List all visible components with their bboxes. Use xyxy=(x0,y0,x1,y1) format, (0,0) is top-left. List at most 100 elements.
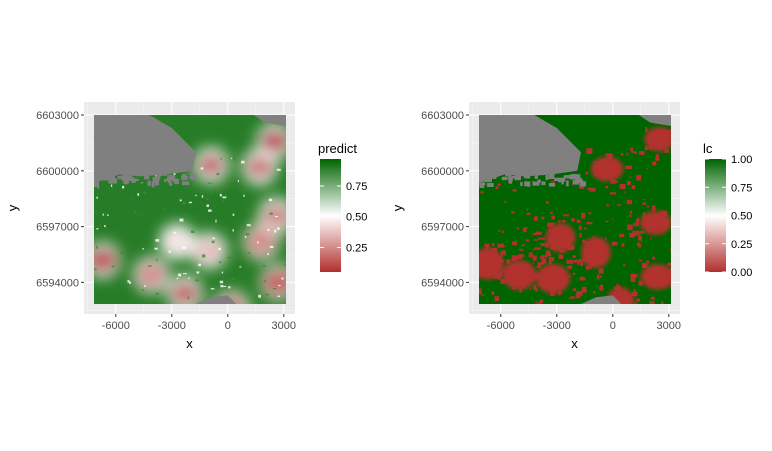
na-fragment xyxy=(106,175,114,181)
texture xyxy=(242,225,246,227)
patch xyxy=(636,174,642,181)
texture xyxy=(246,207,249,211)
texture xyxy=(214,226,219,229)
patch xyxy=(541,216,545,220)
patch xyxy=(646,205,650,208)
patch xyxy=(630,273,638,278)
prediction-raster xyxy=(94,115,286,304)
texture xyxy=(179,196,181,200)
na-fragment xyxy=(117,175,123,180)
patch xyxy=(537,302,542,304)
texture xyxy=(127,280,130,283)
patch xyxy=(684,217,688,219)
na-fragment xyxy=(514,175,522,181)
patch xyxy=(499,259,504,263)
legend-tick-label: 0.25 xyxy=(346,242,367,254)
patch xyxy=(497,183,501,186)
patch xyxy=(576,291,583,296)
patch xyxy=(642,202,647,206)
patch xyxy=(528,280,532,282)
texture xyxy=(246,224,251,227)
legend-tick-label: 1.00 xyxy=(731,154,752,166)
patch xyxy=(524,268,532,274)
patch xyxy=(579,277,586,281)
patch xyxy=(593,161,598,163)
texture xyxy=(232,277,235,280)
texture xyxy=(215,219,217,223)
patch-layer xyxy=(464,118,689,330)
patch xyxy=(577,262,580,265)
x-axis-ticks: -6000 -3000 0 3000 xyxy=(487,314,681,332)
na-fragment xyxy=(153,177,160,184)
patch xyxy=(664,149,670,153)
patch xyxy=(664,296,666,298)
na-fragment xyxy=(108,179,112,184)
na-fragment xyxy=(151,181,155,188)
na-fragment xyxy=(168,174,176,181)
legend-tick-label: 0.75 xyxy=(346,181,367,193)
na-fragment xyxy=(508,179,513,184)
texture xyxy=(179,218,184,222)
patch xyxy=(549,211,553,214)
patch xyxy=(534,247,541,250)
na-fragment xyxy=(508,176,513,182)
patch xyxy=(649,328,654,330)
na-fragment xyxy=(154,181,160,186)
patch xyxy=(479,273,481,277)
patch xyxy=(649,300,655,304)
patch xyxy=(504,200,507,204)
patch xyxy=(531,180,534,183)
x-axis-ticks: -6000 -3000 0 3000 xyxy=(102,314,296,332)
patch xyxy=(517,256,519,259)
patch xyxy=(627,319,629,322)
texture xyxy=(142,248,144,250)
hotspot-layer xyxy=(94,123,286,304)
patch xyxy=(605,220,609,223)
patch xyxy=(521,210,523,212)
patch xyxy=(660,135,667,138)
legend-tick-label: 0.50 xyxy=(731,211,752,223)
patch xyxy=(464,283,467,286)
patch xyxy=(540,255,544,260)
texture xyxy=(120,251,123,254)
patch xyxy=(492,242,495,247)
patch xyxy=(479,288,482,295)
texture xyxy=(206,197,209,201)
patch xyxy=(534,238,538,241)
patch xyxy=(497,278,500,281)
na-fragment xyxy=(520,181,523,187)
texture xyxy=(182,273,187,275)
texture xyxy=(133,211,137,214)
patch xyxy=(464,265,467,271)
texture xyxy=(196,271,200,274)
texture xyxy=(233,156,236,160)
patch xyxy=(480,191,484,194)
texture xyxy=(207,182,212,184)
texture xyxy=(96,228,99,230)
patch xyxy=(491,291,495,295)
patch xyxy=(486,246,489,251)
patch xyxy=(626,199,633,205)
x-tick-label: -6000 xyxy=(102,320,130,332)
na-fragment xyxy=(190,174,197,177)
patch xyxy=(682,246,689,249)
predict-legend: predict 0.25 0.50 0.75 xyxy=(318,141,367,272)
patch xyxy=(501,230,504,234)
patch xyxy=(592,236,595,238)
patch xyxy=(516,227,519,230)
patch xyxy=(636,242,640,247)
patch xyxy=(670,238,671,242)
patch xyxy=(640,240,642,243)
legend-tick-label: 0.00 xyxy=(731,267,752,279)
patch xyxy=(621,243,625,247)
patch xyxy=(496,255,502,260)
patch xyxy=(513,274,520,280)
patch xyxy=(510,211,515,214)
na-fragment xyxy=(163,179,167,183)
patch xyxy=(525,180,527,182)
hotspot xyxy=(170,283,200,304)
patch xyxy=(593,174,597,177)
patch xyxy=(538,284,543,287)
texture xyxy=(111,265,115,268)
patch xyxy=(573,259,579,263)
